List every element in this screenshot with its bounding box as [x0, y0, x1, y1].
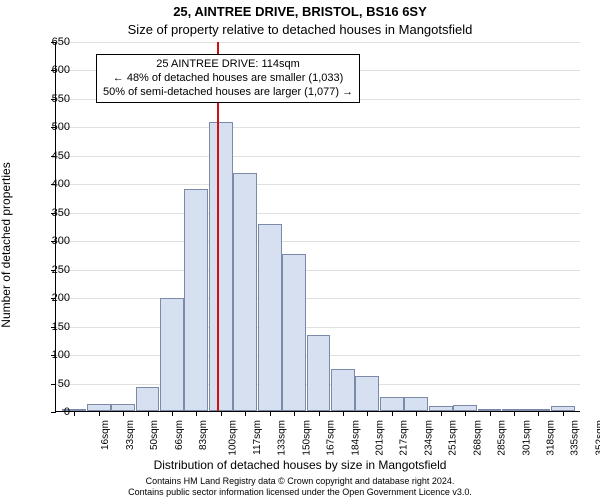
footer-text: Contains HM Land Registry data © Crown c…: [0, 476, 600, 498]
x-axis-label: Distribution of detached houses by size …: [0, 458, 600, 472]
plot-area: 25 AINTREE DRIVE: 114sqm ← 48% of detach…: [55, 42, 580, 412]
ytick-label: 50: [30, 378, 70, 390]
xtick-mark: [490, 411, 491, 416]
ytick-label: 500: [30, 121, 70, 133]
xtick-label: 251sqm: [448, 420, 459, 456]
xtick-label: 50sqm: [149, 420, 160, 450]
bar: [233, 173, 257, 411]
xtick-mark: [74, 411, 75, 416]
ytick-label: 150: [30, 321, 70, 333]
ytick-label: 350: [30, 207, 70, 219]
annotation-line3: 50% of semi-detached houses are larger (…: [103, 86, 353, 100]
xtick-mark: [392, 411, 393, 416]
bar: [331, 369, 355, 411]
xtick-label: 268sqm: [472, 420, 483, 456]
annotation-line1: 25 AINTREE DRIVE: 114sqm: [103, 58, 353, 72]
xtick-label: 66sqm: [174, 420, 185, 450]
ytick-label: 650: [30, 36, 70, 48]
xtick-mark: [367, 411, 368, 416]
xtick-mark: [563, 411, 564, 416]
bar: [282, 254, 306, 411]
xtick-label: 83sqm: [198, 420, 209, 450]
xtick-mark: [270, 411, 271, 416]
xtick-label: 335sqm: [570, 420, 581, 456]
bar: [307, 335, 331, 411]
bar: [111, 404, 135, 411]
xtick-mark: [196, 411, 197, 416]
xtick-label: 150sqm: [301, 420, 312, 456]
ytick-label: 600: [30, 64, 70, 76]
xtick-label: 234sqm: [423, 420, 434, 456]
xtick-mark: [465, 411, 466, 416]
bar: [380, 397, 404, 411]
xtick-label: 201sqm: [375, 420, 386, 456]
bar: [136, 387, 160, 411]
ytick-label: 450: [30, 150, 70, 162]
bar: [404, 397, 428, 411]
footer-line2: Contains public sector information licen…: [0, 487, 600, 498]
xtick-mark: [538, 411, 539, 416]
ytick-label: 200: [30, 292, 70, 304]
bar: [209, 122, 233, 411]
xtick-mark: [514, 411, 515, 416]
xtick-mark: [319, 411, 320, 416]
xtick-label: 117sqm: [252, 420, 263, 455]
annotation-box: 25 AINTREE DRIVE: 114sqm ← 48% of detach…: [96, 54, 360, 103]
xtick-mark: [245, 411, 246, 416]
xtick-label: 217sqm: [399, 420, 410, 456]
y-axis-label: Number of detached properties: [0, 162, 13, 327]
ytick-label: 550: [30, 93, 70, 105]
xtick-mark: [416, 411, 417, 416]
bar: [258, 224, 282, 411]
ytick-label: 250: [30, 264, 70, 276]
ytick-label: 400: [30, 178, 70, 190]
xtick-mark: [441, 411, 442, 416]
xtick-mark: [221, 411, 222, 416]
annotation-line2: ← 48% of detached houses are smaller (1,…: [103, 72, 353, 86]
xtick-mark: [294, 411, 295, 416]
xtick-label: 167sqm: [326, 420, 337, 456]
xtick-mark: [123, 411, 124, 416]
xtick-label: 33sqm: [125, 420, 136, 450]
bar: [355, 376, 379, 411]
xtick-mark: [343, 411, 344, 416]
xtick-mark: [172, 411, 173, 416]
xtick-label: 352sqm: [594, 420, 600, 456]
xtick-mark: [99, 411, 100, 416]
ytick-label: 300: [30, 235, 70, 247]
xtick-label: 184sqm: [350, 420, 361, 456]
bar: [184, 189, 208, 411]
xtick-label: 318sqm: [546, 420, 557, 456]
chart-title: 25, AINTREE DRIVE, BRISTOL, BS16 6SY: [0, 4, 600, 19]
xtick-mark: [148, 411, 149, 416]
chart-subtitle: Size of property relative to detached ho…: [0, 22, 600, 37]
bar: [160, 298, 184, 411]
xtick-label: 16sqm: [100, 420, 111, 450]
ytick-label: 0: [30, 406, 70, 418]
footer-line1: Contains HM Land Registry data © Crown c…: [0, 476, 600, 487]
ytick-label: 100: [30, 349, 70, 361]
bar: [87, 404, 111, 411]
xtick-label: 133sqm: [277, 420, 288, 456]
xtick-label: 100sqm: [228, 420, 239, 456]
chart-container: 25, AINTREE DRIVE, BRISTOL, BS16 6SY Siz…: [0, 0, 600, 500]
xtick-label: 301sqm: [521, 420, 532, 456]
xtick-label: 285sqm: [497, 420, 508, 456]
